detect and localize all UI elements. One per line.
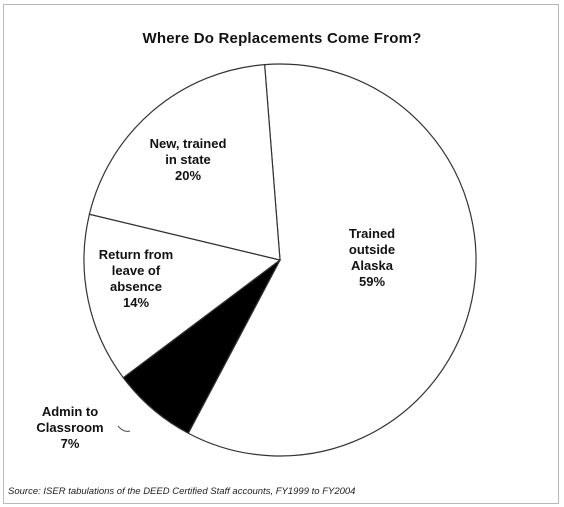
slice-value-label: 14% — [123, 295, 149, 310]
slice-category-label: Classroom — [36, 420, 103, 435]
slice-category-label: Return from — [99, 247, 173, 262]
leader-line — [117, 425, 131, 432]
pie-slice-0 — [187, 63, 477, 457]
slice-category-label: outside — [349, 242, 395, 257]
slice-category-label: leave of — [112, 263, 161, 278]
slice-value-label: 20% — [175, 168, 201, 183]
slice-value-label: 7% — [61, 436, 80, 451]
source-note: Source: ISER tabulations of the DEED Cer… — [8, 486, 356, 497]
slice-category-label: New, trained — [150, 136, 227, 151]
pie-slice-2 — [83, 213, 282, 379]
slice-value-label: 59% — [359, 274, 385, 289]
slice-category-label: Admin to — [42, 404, 98, 419]
slice-category-label: Trained — [349, 226, 395, 241]
slice-category-label: Alaska — [351, 258, 394, 273]
slice-category-label: in state — [165, 152, 211, 167]
slice-category-label: absence — [110, 279, 162, 294]
chart-title: Where Do Replacements Come From? — [142, 30, 422, 47]
pie-slice-3 — [88, 63, 281, 261]
